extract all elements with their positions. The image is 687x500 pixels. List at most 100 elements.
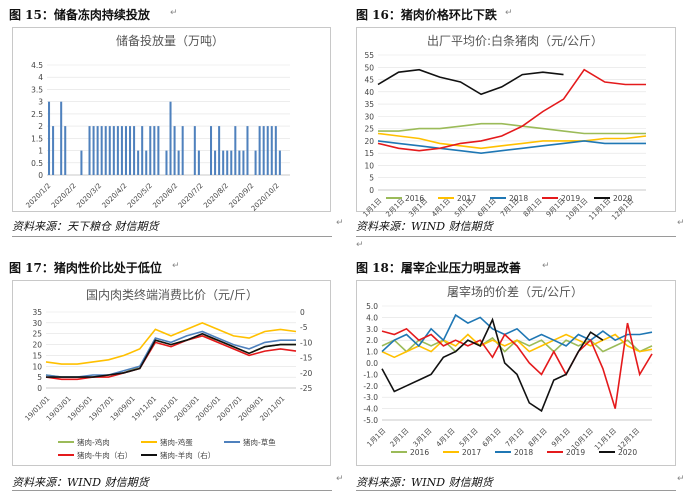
x-tick-label: 8月1日: [527, 427, 549, 449]
y-tick-label: 3: [38, 98, 43, 107]
y-tick-label: 2: [38, 122, 43, 131]
bar: [266, 126, 269, 175]
bar: [222, 150, 225, 175]
legend-label: 2018: [509, 194, 528, 203]
bar: [88, 126, 91, 175]
y-tick-label: 4: [38, 73, 43, 82]
y-tick-label: 50: [364, 63, 374, 72]
bar: [181, 126, 184, 175]
bar: [258, 126, 261, 175]
paragraph-mark: ↵: [505, 8, 513, 18]
divider: [356, 490, 676, 491]
bar: [145, 150, 148, 175]
bar: [270, 126, 273, 175]
y-tick-label: 40: [364, 88, 374, 97]
y-tick-label: 35: [32, 308, 42, 317]
divider: [356, 236, 676, 237]
y-tick-label: 20: [32, 341, 42, 350]
y-tick-label: 1: [38, 147, 43, 156]
legend-label: 猪肉-鸡蛋: [160, 437, 193, 447]
y-tick-label: 10: [364, 161, 374, 170]
paragraph-mark: ↵: [172, 261, 180, 271]
y-tick-label: 30: [32, 319, 42, 328]
chart-frame: [356, 27, 676, 212]
bar: [124, 126, 127, 175]
bar: [108, 126, 111, 175]
bar: [193, 126, 196, 175]
y-tick-label: 4.0: [366, 313, 378, 322]
series-line: [377, 140, 646, 155]
y-tick-label: 1.0: [366, 348, 378, 357]
bar: [214, 150, 217, 175]
y-tick-label: 5.0: [366, 302, 378, 311]
x-tick-label: 4月1日: [435, 427, 457, 449]
x-tick-label: 3月1日: [412, 427, 434, 449]
y-tick-label: 4.5: [31, 61, 43, 70]
paragraph-mark: ↵: [336, 474, 344, 484]
bar: [169, 101, 172, 175]
legend-label: 2019: [561, 194, 580, 203]
legend-label: 猪肉-羊肉（右）: [160, 450, 215, 460]
bar: [262, 126, 265, 175]
paragraph-mark: ↵: [170, 8, 178, 18]
paragraph-mark: ↵: [336, 218, 344, 228]
y2-tick-label: -20: [300, 369, 312, 378]
paragraph-mark: ↵: [542, 261, 550, 271]
legend-label: 2017: [457, 194, 476, 203]
y-tick-label: 2.5: [31, 110, 43, 119]
bar: [210, 126, 213, 175]
x-tick-label: 9月1日: [550, 427, 572, 449]
y-tick-label: 0.0: [366, 359, 378, 368]
y-tick-label: 2.0: [366, 336, 378, 345]
figure-caption: 图 16：猪肉价格环比下跌: [356, 8, 497, 22]
y-tick-label: 45: [364, 76, 374, 85]
series-line: [45, 322, 297, 365]
y-tick-label: 15: [32, 351, 42, 360]
legend-label: 2020: [613, 194, 632, 203]
bar: [52, 126, 55, 175]
figure-caption: 图 18：屠宰企业压力明显改善: [356, 261, 521, 275]
x-tick-label: 1月1日: [366, 427, 388, 449]
paragraph-mark: ↵: [356, 240, 364, 250]
bar: [60, 101, 63, 175]
y2-tick-label: 0: [300, 308, 305, 317]
source-note: 资料来源：WIND 财信期货: [356, 476, 493, 489]
bar: [92, 126, 95, 175]
bar: [96, 126, 99, 175]
paragraph-mark: ↵: [677, 218, 685, 228]
y-tick-label: 0: [38, 171, 43, 180]
bar: [133, 126, 136, 175]
y-tick-label: 0: [37, 384, 42, 393]
y-tick-label: 5: [369, 174, 374, 183]
paragraph-mark: ↵: [677, 474, 685, 484]
bar: [129, 126, 132, 175]
bar: [137, 150, 140, 175]
y-tick-label: 10: [32, 362, 42, 371]
y-tick-label: 0.5: [31, 159, 43, 168]
y-tick-label: 1.5: [31, 134, 43, 143]
y-tick-label: 3.5: [31, 85, 43, 94]
bar: [274, 126, 277, 175]
x-tick-label: 7月1日: [504, 427, 526, 449]
bar: [149, 126, 152, 175]
series-line: [377, 68, 564, 96]
series-line: [381, 313, 653, 353]
bar: [64, 126, 67, 175]
chart-title: 出厂平均价:白条猪肉（元/公斤）: [427, 33, 603, 48]
bar: [153, 126, 156, 175]
bar: [278, 150, 281, 175]
series-line: [377, 132, 647, 150]
source-note: 资料来源：WIND 财信期货: [12, 476, 149, 489]
series-line: [45, 330, 296, 378]
legend-label: 2016: [405, 194, 424, 203]
series-line: [378, 122, 646, 135]
y-tick-label: 30: [364, 112, 374, 121]
legend-label: 2018: [514, 448, 533, 457]
y-tick-label: -2.0: [363, 382, 378, 391]
bar: [242, 150, 245, 175]
figure-caption: 图 15：储备冻肉持续投放: [9, 8, 150, 22]
series-line: [377, 68, 646, 152]
